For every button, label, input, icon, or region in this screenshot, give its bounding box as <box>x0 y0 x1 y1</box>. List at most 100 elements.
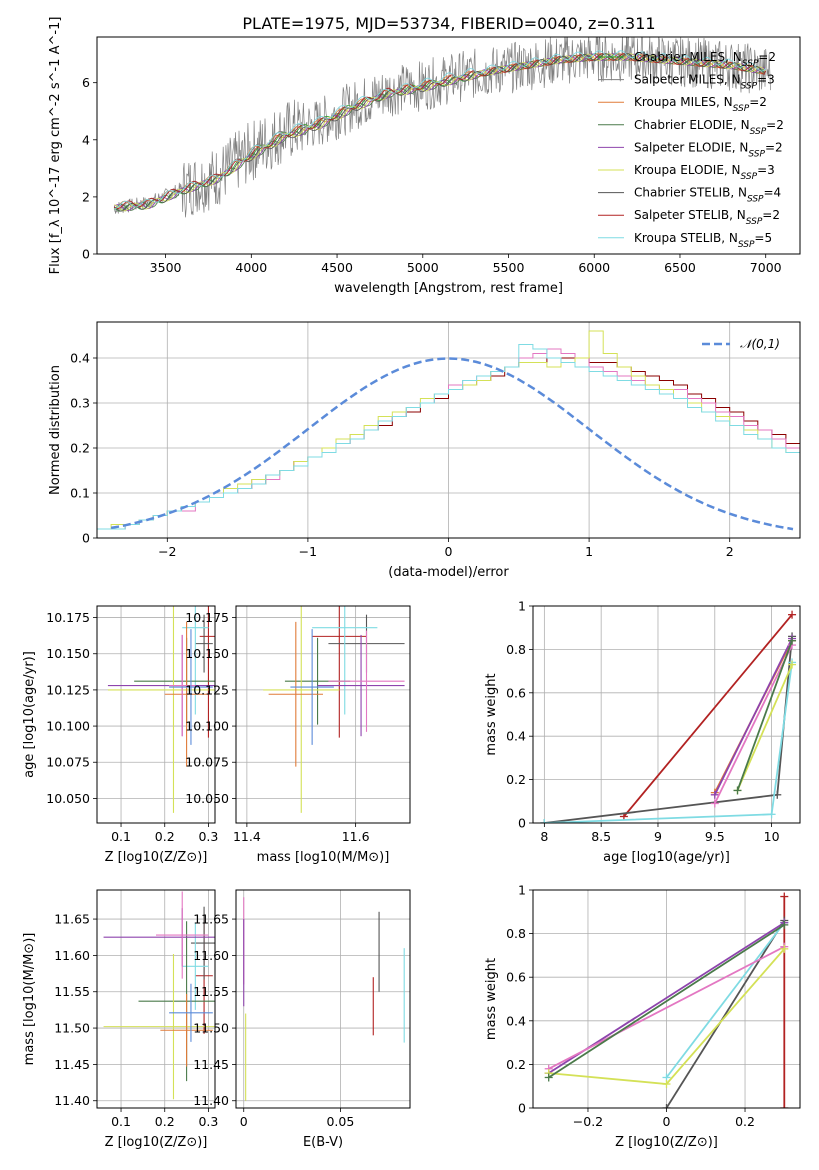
y-tick-label: 10.100 <box>46 719 90 734</box>
x-tick-label: −0.2 <box>573 1114 603 1129</box>
x-axis-label: Z [log10(Z/Z⊙)] <box>105 1135 208 1150</box>
errorbar-point <box>317 634 405 737</box>
legend-label-value: =3 <box>757 163 775 177</box>
mass-weight-line <box>544 636 793 823</box>
legend-label-subscript: SSP <box>748 149 765 159</box>
legend-label-value: =3 <box>757 73 775 87</box>
x-tick-label: 9 <box>654 829 662 844</box>
x-tick-label: 5000 <box>407 260 439 275</box>
legend-label-value: =5 <box>754 231 772 245</box>
y-tick-label: 6 <box>82 75 90 90</box>
y-tick-label: 11.65 <box>193 912 229 927</box>
mass-weight-line <box>665 920 786 1108</box>
legend-label-main: Kroupa ELODIE, N <box>634 163 741 177</box>
y-tick-label: 0.4 <box>506 729 526 744</box>
plot-area <box>540 610 797 823</box>
mass-weight-line <box>736 664 793 791</box>
errorbar-point <box>199 606 215 738</box>
x-tick-label: 0 <box>445 544 453 559</box>
legend-label: Salpeter MILES, NSSP=3 <box>634 73 775 92</box>
y-tick-label: 11.50 <box>54 1021 90 1036</box>
histogram-series <box>97 344 800 538</box>
y-tick-label: 11.55 <box>193 984 229 999</box>
panel-mass-vs-Z: 0.1 0.2 0.3 11.40 11.45 11.50 11.55 11.60 11.65 Z… <box>22 889 218 1150</box>
plus-marker <box>710 790 719 799</box>
legend-label-subscript: SSP <box>738 240 755 250</box>
x-tick-label: 1 <box>585 544 593 559</box>
x-tick-label: 5500 <box>493 260 525 275</box>
y-tick-label: 0 <box>518 1101 526 1116</box>
axes-frame <box>96 321 801 539</box>
mass-weight-line <box>713 638 793 796</box>
legend-label: Kroupa STELIB, NSSP=5 <box>634 231 772 250</box>
x-axis-label: Z [log10(Z/Z⊙)] <box>105 850 208 865</box>
y-tick-label: 10.175 <box>185 610 229 625</box>
x-tick-label: 0.2 <box>155 1114 175 1129</box>
axes-frame <box>532 605 801 824</box>
errorbar-point <box>290 629 334 745</box>
y-axis-label: Flux [f_λ 10^-17 erg cm^-2 s^-1 A^-1] <box>48 17 63 275</box>
spectrum-data-line <box>113 37 771 218</box>
y-tick-label: 0.1 <box>70 486 90 501</box>
mass-weight-line <box>736 640 793 791</box>
errorbar-point <box>268 621 323 767</box>
y-tick-label: 11.65 <box>54 912 90 927</box>
legend-label: Salpeter STELIB, NSSP=2 <box>634 208 780 227</box>
x-tick-label: 0.2 <box>155 829 175 844</box>
y-axis-label: mass weight <box>484 673 499 755</box>
plus-marker <box>780 892 789 901</box>
y-tick-label: 1 <box>518 599 526 614</box>
legend-label-value: =2 <box>762 208 780 222</box>
plus-marker <box>733 786 742 795</box>
y-tick-label: 10.150 <box>46 646 90 661</box>
x-tick-label: 0.2 <box>735 1114 755 1129</box>
legend-label-value: =2 <box>758 50 776 64</box>
mass-weight-line <box>665 922 786 1079</box>
plus-marker <box>662 1080 671 1089</box>
y-tick-label: 4 <box>82 132 90 147</box>
y-axis-label: Normed distribution <box>48 365 63 495</box>
y-tick-label: 0.2 <box>70 441 90 456</box>
x-tick-label: −1 <box>299 544 317 559</box>
plot-area <box>113 37 771 218</box>
x-tick-label: 9.5 <box>705 829 725 844</box>
legend-label: Chabrier MILES, NSSP=2 <box>634 50 776 69</box>
y-tick-label: 10.150 <box>185 646 229 661</box>
axes-frame <box>235 605 411 824</box>
y-tick-label: 10.175 <box>46 610 90 625</box>
legend-label: Chabrier ELODIE, NSSP=2 <box>634 118 784 137</box>
y-tick-label: 10.125 <box>46 682 90 697</box>
legend-label-main: Salpeter ELODIE, N <box>634 140 748 154</box>
y-tick-label: 10.125 <box>185 682 229 697</box>
legend-label-main: Chabrier STELIB, N <box>634 186 747 200</box>
plus-marker <box>710 799 719 808</box>
mass-weight-line <box>623 614 793 818</box>
legend-label-main: Salpeter MILES, N <box>634 73 741 87</box>
y-tick-label: 2 <box>82 189 90 204</box>
legend-label-main: Salpeter STELIB, N <box>634 208 746 222</box>
plot-area <box>544 892 789 1108</box>
x-tick-label: 4500 <box>321 260 353 275</box>
x-tick-label: 11.4 <box>233 829 261 844</box>
y-tick-label: 0 <box>82 247 90 262</box>
x-axis-label: mass [log10(M/M⊙)] <box>257 850 390 865</box>
spectrum-model-line <box>114 53 767 212</box>
legend-label: 𝒩(0,1) <box>740 337 780 351</box>
errorbar-point <box>103 953 215 1100</box>
plot-area <box>97 330 800 538</box>
chart-panels: 3500 4000 4500 5000 5500 6000 6500 7000 0 2 4 6 wave… <box>22 17 801 1150</box>
x-axis-label: E(B-V) <box>303 1135 343 1150</box>
errorbar-point <box>169 983 213 1042</box>
y-tick-label: 0.6 <box>506 685 526 700</box>
y-axis-label: mass weight <box>484 958 499 1040</box>
errorbar-point <box>328 630 405 732</box>
y-tick-label: 0.6 <box>506 970 526 985</box>
y-tick-label: 10.075 <box>46 755 90 770</box>
legend-label-main: Chabrier ELODIE, N <box>634 118 750 132</box>
y-tick-label: 11.55 <box>54 984 90 999</box>
mass-weight-line <box>548 924 785 1079</box>
plot-area <box>107 606 215 813</box>
x-tick-label: 0.1 <box>111 829 131 844</box>
errorbar-point <box>160 993 213 1067</box>
axes-frame <box>96 605 216 824</box>
